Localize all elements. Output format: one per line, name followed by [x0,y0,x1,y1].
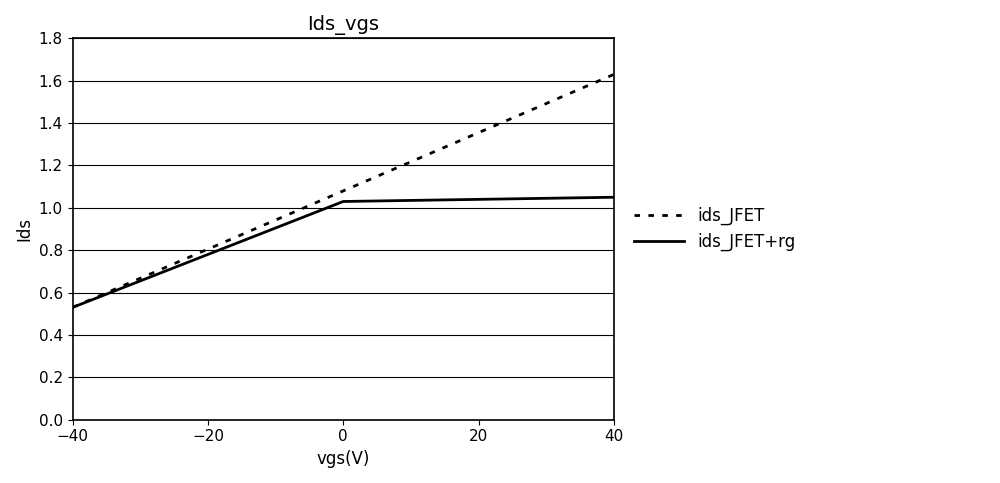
Title: Ids_vgs: Ids_vgs [307,15,379,35]
ids_JFET+rg [608,194,620,200]
Line: ids_JFET+rg: ids_JFET+rg [73,197,614,307]
ids_JFET+rg [67,304,79,310]
ids_JFET+rg [337,199,349,204]
X-axis label: vgs(V): vgs(V) [317,450,370,468]
Legend: ids_JFET, ids_JFET+rg: ids_JFET, ids_JFET+rg [628,200,803,258]
Y-axis label: Ids: Ids [15,217,33,241]
